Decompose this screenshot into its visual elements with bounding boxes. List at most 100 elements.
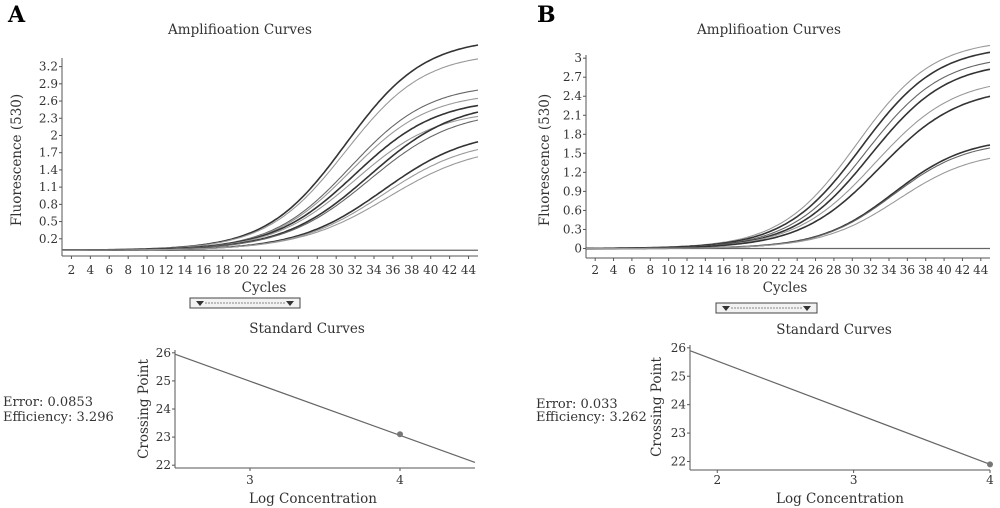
scroll-slider-a[interactable] <box>189 297 301 309</box>
x-tick-label: 14 <box>177 263 193 277</box>
std-title-b: Standard Curves <box>776 322 892 338</box>
amp-title-b: Amplifioation Curves <box>696 22 841 38</box>
x-tick-label: 24 <box>272 263 288 277</box>
x-tick-label: 12 <box>158 263 173 277</box>
x-tick-label: 6 <box>628 263 636 277</box>
x-tick-label: 6 <box>105 263 113 277</box>
y-tick-label: 2 <box>50 128 58 142</box>
amplification-chart-a: 2 4 6 8 10 12 14 16 18 20 22 24 26 28 30 32 34 36 38 40 42 44… <box>39 44 479 277</box>
y-tick-label: 1.1 <box>39 180 58 194</box>
y-tick-label: 22 <box>671 454 686 468</box>
standard-point <box>397 431 403 438</box>
scroll-slider-b[interactable] <box>715 302 818 314</box>
x-tick-label: 12 <box>679 263 694 277</box>
amplification-curve <box>62 104 479 251</box>
x-tick-label: 16 <box>196 263 211 277</box>
y-tick-label: 2.3 <box>39 111 58 125</box>
efficiency-text-b: Efficiency: 3.262 <box>536 410 647 425</box>
x-tick-label: 32 <box>863 263 878 277</box>
y-tick-label: 25 <box>156 374 171 388</box>
x-tick-label: 44 <box>973 263 989 277</box>
x-tick-label: 36 <box>385 263 400 277</box>
amplification-curve <box>585 61 991 249</box>
y-tick-label: 1.7 <box>39 146 58 160</box>
amp-ylabel-a: Fluorescence (530) <box>9 94 25 226</box>
x-tick-label: 3 <box>850 473 858 487</box>
y-tick-label: 3.2 <box>39 60 58 74</box>
x-tick-label: 18 <box>734 263 749 277</box>
x-tick-label: 10 <box>139 263 154 277</box>
std-xlabel-a: Log Concentration <box>249 491 377 507</box>
x-tick-label: 30 <box>329 263 344 277</box>
y-tick-label: 0.2 <box>39 232 58 246</box>
x-tick-label: 16 <box>716 263 731 277</box>
x-tick-label: 40 <box>936 263 951 277</box>
standard-fit-line <box>689 350 991 465</box>
y-tick-label: 1.8 <box>563 127 582 141</box>
x-tick-label: 8 <box>124 263 132 277</box>
x-tick-label: 34 <box>881 263 897 277</box>
x-tick-label: 4 <box>986 473 994 487</box>
y-tick-label: 23 <box>156 430 171 444</box>
amplification-curve <box>62 115 479 251</box>
panel-label-a: A <box>7 2 26 28</box>
y-tick-label: 0.3 <box>563 222 582 236</box>
panel-label-b: B <box>537 2 556 28</box>
y-tick-label: 2.1 <box>563 108 582 122</box>
y-tick-label: 0.9 <box>563 184 582 198</box>
slider-right-arrow-icon[interactable] <box>803 306 811 311</box>
amplification-chart-b: 2 4 6 8 10 12 14 16 18 20 22 24 26 28 30 32 34 36 38 40 42 44… <box>563 44 991 277</box>
amplification-curve <box>62 44 479 251</box>
y-tick-label: 25 <box>671 369 686 383</box>
x-tick-label: 24 <box>790 263 806 277</box>
x-tick-label: 26 <box>808 263 823 277</box>
x-tick-label: 2 <box>68 263 76 277</box>
y-tick-label: 24 <box>156 402 172 416</box>
x-tick-label: 20 <box>234 263 249 277</box>
x-tick-label: 32 <box>347 263 362 277</box>
std-ylabel-b: Crossing Point <box>649 357 665 457</box>
y-tick-label: 24 <box>671 398 687 412</box>
slider-left-arrow-icon[interactable] <box>722 306 730 311</box>
amplification-curve <box>62 58 479 251</box>
x-tick-label: 18 <box>215 263 230 277</box>
x-tick-label: 42 <box>955 263 970 277</box>
x-tick-label: 4 <box>610 263 618 277</box>
x-tick-label: 2 <box>713 473 721 487</box>
y-tick-label: 0.8 <box>39 197 58 211</box>
amplification-curve <box>62 156 479 251</box>
y-tick-label: 2.6 <box>39 94 58 108</box>
x-tick-label: 34 <box>366 263 382 277</box>
amplification-curve <box>586 68 991 250</box>
x-tick-label: 30 <box>845 263 860 277</box>
amp-xlabel-b: Cycles <box>763 280 808 296</box>
x-tick-label: 28 <box>826 263 841 277</box>
y-tick-label: 2.7 <box>563 70 582 84</box>
standard-chart-a: 3 4 22 23 24 25 26 <box>156 346 476 487</box>
y-tick-label: 26 <box>156 346 171 360</box>
x-tick-label: 2 <box>591 263 599 277</box>
std-title-a: Standard Curves <box>249 321 365 337</box>
slider-left-arrow-icon[interactable] <box>196 301 204 306</box>
y-tick-label: 1.5 <box>563 146 582 160</box>
x-tick-label: 3 <box>246 473 254 487</box>
error-text-b: Error: 0.033 <box>536 397 618 412</box>
standard-point <box>987 461 993 468</box>
slider-right-arrow-icon[interactable] <box>286 301 294 306</box>
y-tick-label: 23 <box>671 426 686 440</box>
y-tick-label: 0.6 <box>563 203 582 217</box>
y-tick-label: 2.9 <box>39 77 58 91</box>
x-tick-label: 40 <box>423 263 438 277</box>
y-tick-label: 0.5 <box>39 215 58 229</box>
x-tick-label: 22 <box>771 263 786 277</box>
amplification-curve <box>62 148 479 251</box>
y-tick-label: 3 <box>574 51 582 65</box>
x-tick-label: 28 <box>310 263 325 277</box>
amp-ylabel-b: Fluorescence (530) <box>537 94 553 226</box>
y-tick-label: 2.4 <box>563 89 582 103</box>
x-tick-label: 4 <box>396 473 404 487</box>
std-xlabel-b: Log Concentration <box>776 491 904 507</box>
x-tick-label: 20 <box>753 263 768 277</box>
